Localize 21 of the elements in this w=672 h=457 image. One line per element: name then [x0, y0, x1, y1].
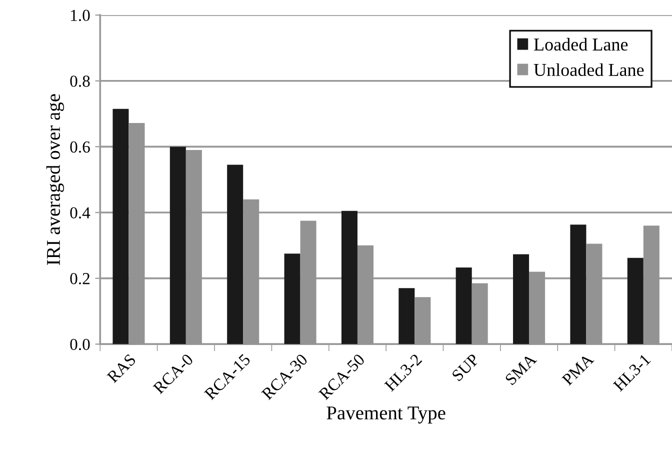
x-axis-title: Pavement Type: [326, 406, 446, 424]
bar: [112, 108, 129, 344]
bar: [627, 258, 644, 344]
legend-label: Loaded Lane: [534, 38, 628, 51]
bar: [513, 254, 530, 344]
y-tick-label: 0.6: [70, 141, 90, 153]
y-tick-label: 0.2: [70, 273, 90, 284]
x-tick-label: SUP: [451, 353, 480, 382]
y-tick-label: 0.0: [70, 338, 90, 350]
bar: [456, 267, 472, 344]
legend-label: Unloaded Lane: [534, 63, 644, 76]
y-tick-label: 0.8: [70, 76, 90, 87]
y-tick-label: 0.4: [70, 207, 90, 219]
y-tick-label: 1.0: [71, 10, 90, 22]
bar: [570, 224, 586, 344]
bar: [341, 210, 358, 344]
y-axis-title: IRI averaged over age: [46, 94, 64, 265]
bar: [284, 254, 300, 344]
bar: [170, 146, 186, 344]
bar: [398, 288, 415, 344]
bar: [227, 164, 244, 344]
